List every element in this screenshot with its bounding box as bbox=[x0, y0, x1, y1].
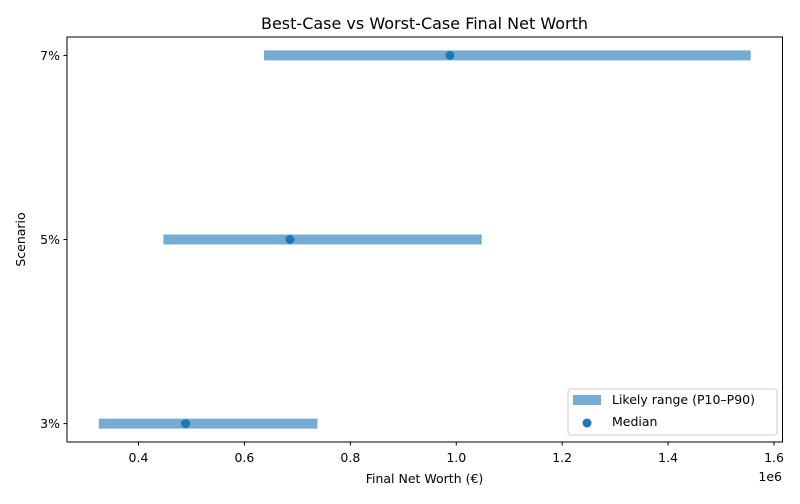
y-tick-label: 7% bbox=[40, 48, 60, 63]
legend-box bbox=[567, 388, 778, 436]
median-point-7% bbox=[445, 50, 455, 60]
x-tick-label: 0.4 bbox=[129, 450, 149, 465]
legend: Likely range (P10–P90) Median bbox=[567, 388, 778, 436]
legend-range-label: Likely range (P10–P90) bbox=[612, 392, 755, 407]
y-tick-label: 5% bbox=[40, 232, 60, 247]
legend-median-marker bbox=[582, 418, 592, 428]
x-offset-label: 1e6 bbox=[758, 469, 782, 484]
y-tick-label: 3% bbox=[40, 416, 60, 431]
x-tick-label: 0.8 bbox=[340, 450, 360, 465]
x-tick-label: 1.0 bbox=[446, 450, 466, 465]
legend-range-swatch bbox=[573, 395, 601, 405]
x-tick-label: 1.6 bbox=[764, 450, 784, 465]
x-tick-label: 1.2 bbox=[552, 450, 572, 465]
x-tick-label: 0.6 bbox=[234, 450, 254, 465]
median-point-3% bbox=[181, 419, 191, 429]
chart-title: Best-Case vs Worst-Case Final Net Worth bbox=[261, 14, 588, 33]
median-point-5% bbox=[285, 235, 295, 244]
x-tick-label: 1.4 bbox=[658, 450, 678, 465]
x-axis-label: Final Net Worth (€) bbox=[366, 471, 484, 486]
legend-median-label: Median bbox=[612, 414, 657, 429]
y-axis-label: Scenario bbox=[13, 212, 28, 266]
